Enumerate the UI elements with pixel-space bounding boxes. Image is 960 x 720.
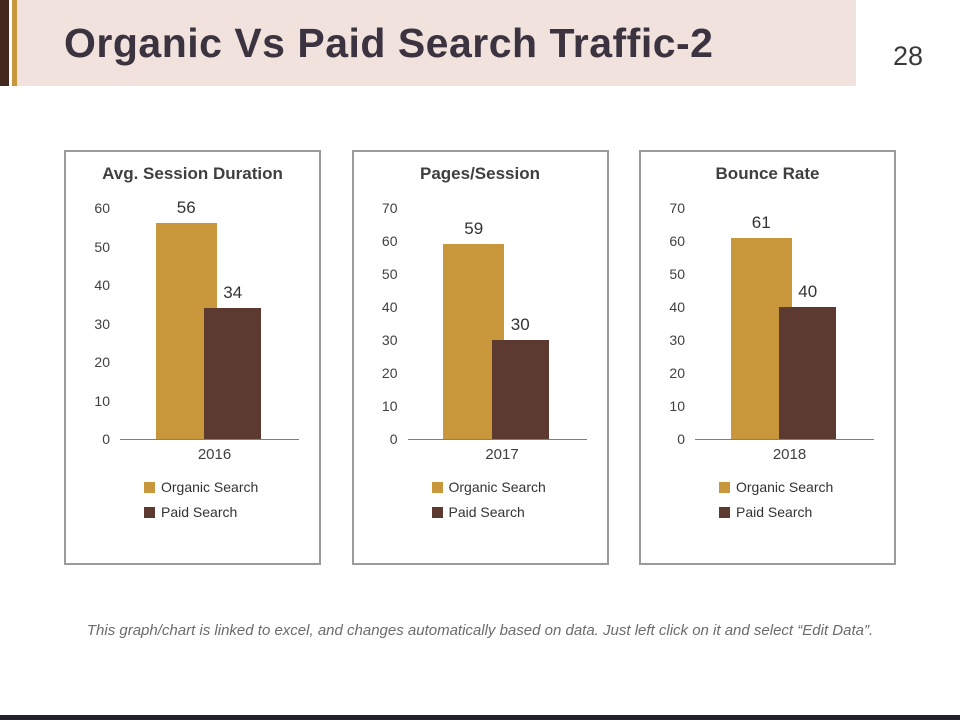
charts-row: Avg. Session Duration 0 10 20 30 40 50 60 56 34… [64, 150, 896, 565]
y-tick-label: 40 [381, 299, 398, 315]
bar-value-label: 40 [798, 282, 818, 302]
x-category-label: 2016 [197, 446, 232, 463]
bar-paid-search [491, 340, 549, 439]
chart-bounce-rate[interactable]: Bounce Rate 0 10 20 30 40 50 60 70 61 40 2018 Or… [639, 150, 896, 565]
y-tick-label: 70 [669, 200, 685, 216]
legend-item: Paid Search [144, 504, 309, 520]
legend-item: Paid Search [719, 504, 884, 520]
y-tick-label: 40 [94, 277, 110, 294]
legend-swatch [144, 481, 155, 493]
legend-swatch [144, 506, 155, 518]
x-category-label: 2017 [485, 446, 519, 463]
y-tick-label: 30 [381, 332, 398, 348]
legend-label: Organic Search [736, 479, 834, 495]
legend-swatch [719, 481, 730, 493]
page-number: 28 [892, 41, 924, 71]
plot-area: 0 10 20 30 40 50 60 56 34 [94, 198, 299, 447]
legend: Organic Search Paid Search [364, 479, 597, 520]
chart-title: Avg. Session Duration [102, 164, 283, 183]
legend-item: Organic Search [431, 479, 597, 495]
footer-note: This graph/chart is linked to excel, and… [86, 622, 874, 639]
bar-value-label: 30 [510, 315, 530, 334]
x-category-label: 2018 [772, 446, 807, 463]
y-tick-label: 0 [102, 431, 110, 447]
accent-stripe-dark [0, 0, 9, 86]
bar-value-label: 61 [751, 212, 771, 232]
y-tick-label: 50 [381, 266, 398, 282]
y-tick-label: 20 [94, 354, 110, 371]
y-tick-label: 0 [677, 431, 685, 447]
y-tick-label: 60 [94, 200, 110, 216]
y-axis-ticks: 0 10 20 30 40 50 60 70 [651, 200, 689, 447]
y-tick-label: 60 [381, 233, 398, 249]
y-tick-label: 50 [669, 266, 685, 282]
chart-avg-session-duration[interactable]: Avg. Session Duration 0 10 20 30 40 50 60 56 34… [64, 150, 321, 565]
legend: Organic Search Paid Search [76, 479, 309, 520]
legend-swatch [431, 481, 443, 493]
legend-swatch [719, 506, 730, 518]
page-number-box: 28 [856, 0, 960, 78]
plot-area: 0 10 20 30 40 50 60 70 61 40 [669, 200, 874, 447]
header-band [0, 0, 856, 86]
y-tick-label: 30 [669, 332, 685, 348]
y-tick-label: 20 [381, 365, 398, 381]
bar-value-label: 59 [464, 219, 484, 239]
y-tick-label: 10 [94, 392, 110, 409]
y-axis-ticks: 0 10 20 30 40 50 60 [76, 200, 114, 447]
bars: 61 40 [695, 208, 874, 439]
y-tick-label: 60 [669, 233, 685, 249]
bars: 56 34 [120, 198, 299, 439]
y-tick-label: 40 [669, 299, 685, 315]
legend: Organic Search Paid Search [651, 479, 884, 520]
legend-label: Organic Search [161, 479, 259, 495]
y-tick-label: 30 [94, 315, 110, 332]
bar-value-label: 56 [176, 198, 196, 218]
legend-label: Organic Search [448, 479, 546, 495]
bar-paid-search [204, 308, 262, 439]
chart-title: Pages/Session [419, 164, 540, 183]
y-tick-label: 0 [389, 431, 398, 447]
y-tick-label: 20 [669, 365, 685, 381]
y-tick-label: 50 [94, 238, 110, 255]
y-tick-label: 10 [669, 398, 685, 414]
legend-swatch [431, 506, 443, 518]
plot-area: 0 10 20 30 40 50 60 70 59 30 [382, 200, 587, 447]
page-title: Organic Vs Paid Search Traffic-2 [64, 20, 714, 66]
legend-item: Paid Search [431, 504, 597, 520]
legend-label: Paid Search [448, 504, 525, 520]
legend-label: Paid Search [161, 504, 238, 520]
accent-stripe-gold [12, 0, 17, 86]
chart-pages-session[interactable]: Pages/Session 0 10 20 30 40 50 60 70 59 30 2017 … [351, 150, 609, 565]
chart-title: Bounce Rate [715, 164, 820, 183]
legend-label: Paid Search [736, 504, 813, 520]
legend-item: Organic Search [719, 479, 884, 495]
legend-item: Organic Search [144, 479, 309, 495]
y-axis-ticks: 0 10 20 30 40 50 60 70 [364, 200, 402, 447]
bar-value-label: 34 [223, 283, 243, 303]
y-tick-label: 70 [381, 200, 398, 216]
accent-stripe-gap [9, 0, 12, 86]
bottom-bar [0, 715, 960, 720]
bars: 59 30 [408, 208, 587, 439]
bar-paid-search [779, 307, 837, 439]
y-tick-label: 10 [381, 398, 398, 414]
